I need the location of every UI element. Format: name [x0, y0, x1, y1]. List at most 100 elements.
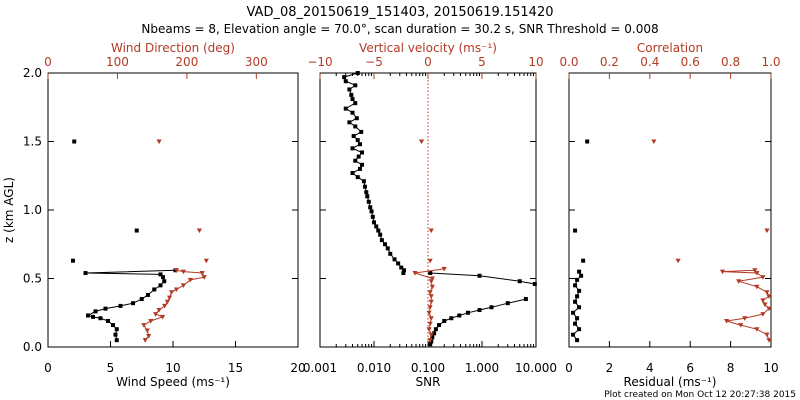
data-point — [351, 134, 356, 139]
data-point — [158, 283, 163, 288]
data-point — [156, 308, 162, 313]
data-point — [357, 166, 362, 171]
data-point — [760, 312, 766, 317]
top-tick-label: 1.0 — [761, 55, 780, 69]
data-point — [429, 284, 435, 290]
data-point — [368, 205, 373, 210]
data-point — [353, 101, 358, 106]
data-point — [577, 288, 582, 293]
data-point — [571, 332, 576, 337]
bottom-tick-label: 8 — [727, 361, 735, 375]
data-point — [577, 327, 582, 332]
data-point — [114, 338, 119, 343]
data-point — [764, 332, 770, 338]
isolated-point — [573, 228, 578, 233]
data-point — [575, 338, 580, 343]
data-point — [760, 298, 766, 304]
data-point — [441, 266, 447, 272]
data-point — [532, 281, 537, 286]
data-point — [370, 214, 375, 219]
x-axis-label: SNR — [416, 375, 441, 389]
data-point — [159, 314, 166, 320]
series-wind-direction — [141, 139, 209, 343]
isolated-point — [427, 258, 433, 264]
data-point — [173, 287, 180, 293]
y-tick-label: 1.5 — [23, 135, 42, 149]
bottom-tick-label: 4 — [646, 361, 654, 375]
data-point — [201, 275, 207, 280]
top-axis-label: Correlation — [637, 41, 703, 55]
data-point — [579, 273, 584, 278]
top-tick-label: 300 — [245, 55, 268, 69]
data-point — [139, 297, 144, 302]
data-point — [111, 323, 115, 328]
bottom-tick-label: 2 — [606, 361, 614, 375]
data-point — [754, 284, 760, 290]
data-point — [427, 290, 433, 295]
data-point — [146, 292, 150, 297]
series-line — [343, 72, 405, 274]
data-point — [86, 313, 90, 318]
series-vertical-velocity — [412, 139, 447, 343]
data-point — [366, 199, 371, 204]
data-point — [342, 75, 347, 80]
data-point — [161, 275, 165, 280]
isolated-point — [196, 228, 202, 234]
top-tick-label: −10 — [307, 55, 332, 69]
data-point — [369, 209, 374, 214]
data-point — [350, 97, 355, 102]
bottom-tick-label: 15 — [228, 361, 243, 375]
data-point — [350, 171, 355, 176]
data-point — [401, 271, 406, 276]
data-point — [465, 310, 470, 315]
data-point — [364, 190, 369, 195]
data-point — [148, 318, 154, 324]
data-point — [523, 297, 528, 302]
top-tick-label: 10 — [528, 55, 543, 69]
data-point — [118, 303, 123, 308]
plot-created-footer: Plot created on Mon Oct 12 20:27:38 2015 — [604, 390, 796, 400]
series-line — [430, 272, 535, 285]
bottom-tick-label: 6 — [686, 361, 694, 375]
data-point — [355, 71, 360, 75]
series-residual — [571, 139, 590, 343]
bottom-tick-label: 0.100 — [411, 361, 445, 375]
data-point — [762, 302, 768, 308]
data-point — [396, 261, 401, 266]
bottom-tick-label: 0.010 — [357, 361, 391, 375]
data-point — [577, 269, 582, 274]
data-point — [433, 327, 438, 332]
data-point — [427, 321, 433, 327]
data-point — [374, 224, 379, 229]
data-point — [379, 238, 384, 243]
data-point — [347, 87, 352, 92]
data-point — [360, 162, 365, 167]
data-point — [362, 184, 367, 189]
panel-1: 0 5 10 15 20 Wind Speed (ms⁻¹) 0 100 200 300 Wind … — [2, 41, 306, 389]
data-point — [426, 310, 432, 316]
data-point — [489, 305, 494, 310]
data-point — [402, 268, 407, 273]
data-point — [437, 323, 442, 328]
data-point — [766, 294, 772, 299]
data-point — [173, 268, 180, 273]
data-point — [355, 175, 360, 180]
data-point — [378, 232, 383, 237]
x-axis-label: Wind Speed (ms⁻¹) — [116, 375, 230, 389]
data-point — [141, 323, 147, 328]
data-point — [428, 271, 433, 276]
data-point — [442, 318, 447, 323]
data-point — [392, 257, 397, 262]
data-point — [719, 269, 726, 275]
panel-3: 0 2 4 6 8 10 Residual (ms⁻¹) 0.0 0.2 0.4 0.6 0.8 1.0… — [559, 41, 780, 389]
data-point — [98, 316, 103, 321]
data-point — [93, 309, 98, 314]
data-point — [575, 294, 580, 299]
data-point — [428, 279, 434, 284]
data-point — [113, 332, 118, 337]
isolated-point — [764, 228, 770, 234]
data-point — [180, 269, 187, 275]
y-tick-label: 1.0 — [23, 203, 42, 217]
data-point — [428, 299, 434, 305]
series-line — [722, 269, 770, 341]
